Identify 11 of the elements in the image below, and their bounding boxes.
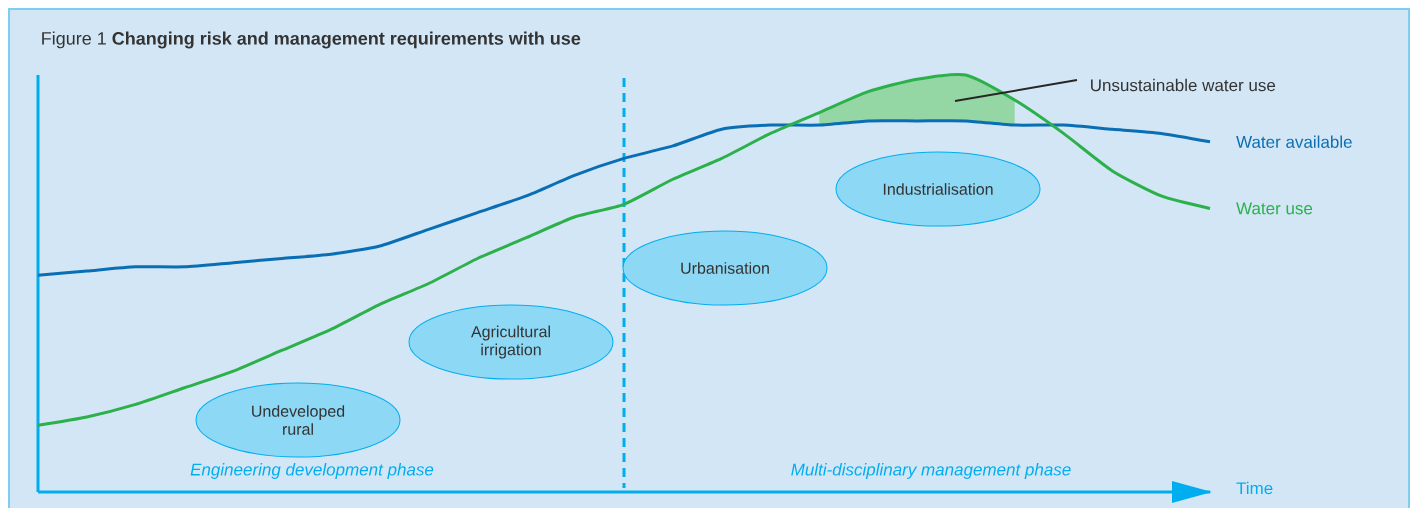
annotation: Undeveloped rural [252, 405, 345, 435]
annotation: Urbanisation [681, 262, 769, 274]
annotation: Multi-disciplinary management phase [791, 463, 1071, 479]
x-axis-title: Time [1236, 481, 1273, 495]
annotation: Unsustainable water use [1091, 78, 1276, 92]
chart-title: Figure 1 Changing risk and management requirements with use [42, 31, 581, 49]
annotation: Engineering development phase [190, 463, 434, 479]
series-label: Water available [1236, 135, 1352, 148]
annotation: Industrialisation [883, 183, 993, 195]
annotation: Agricultural irrigation [471, 325, 550, 359]
series-label: Water use [1236, 202, 1313, 215]
